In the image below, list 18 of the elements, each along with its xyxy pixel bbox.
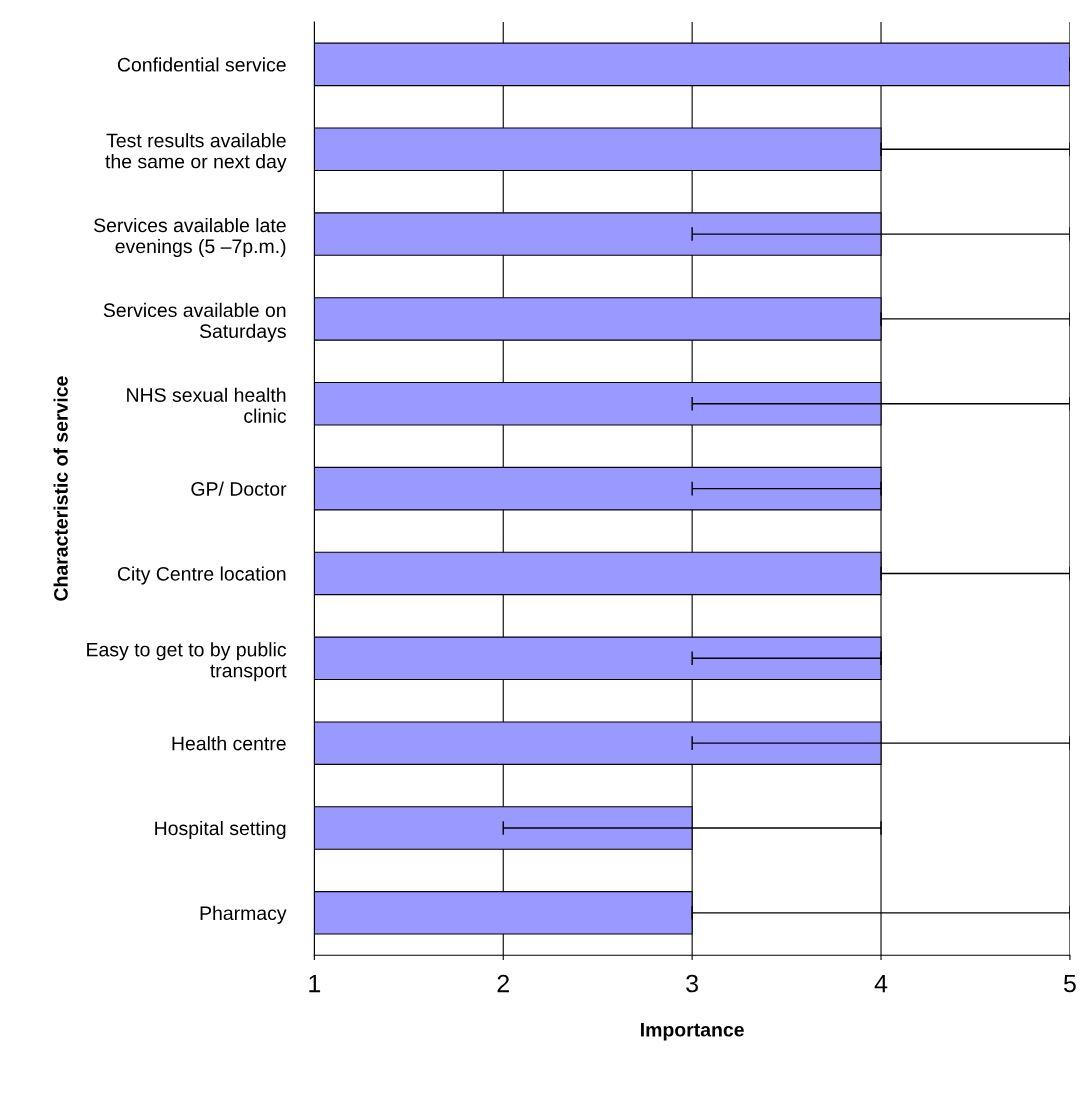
x-tick-label: 3 <box>686 974 698 993</box>
y-axis-title: Characteristic of service <box>53 376 68 601</box>
y-tick-label: GP/ Doctor <box>191 481 287 496</box>
y-tick-label: Easy to get to by public transport <box>87 642 287 682</box>
y-tick-label: Services available on Saturdays <box>103 302 286 342</box>
x-tick-label: 2 <box>497 974 509 993</box>
y-tick-label: Services available late evenings (5 –7p.m.) <box>94 217 286 258</box>
y-tick-label: City Centre location <box>117 566 286 585</box>
y-tick-label: Pharmacy <box>200 905 287 924</box>
x-tick-label: 1 <box>309 974 321 993</box>
y-tick-label: Health centre <box>172 736 286 751</box>
x-tick-label: 5 <box>1063 974 1076 993</box>
y-tick-label: Hospital setting <box>155 820 286 840</box>
y-tick-label: Test results available the same or next day <box>105 133 287 173</box>
y-tick-label: Confidential service <box>117 57 286 72</box>
x-axis-title: Importance <box>641 1023 744 1041</box>
x-tick-label: 4 <box>874 974 888 993</box>
y-tick-label: NHS sexual health clinic <box>127 387 287 423</box>
